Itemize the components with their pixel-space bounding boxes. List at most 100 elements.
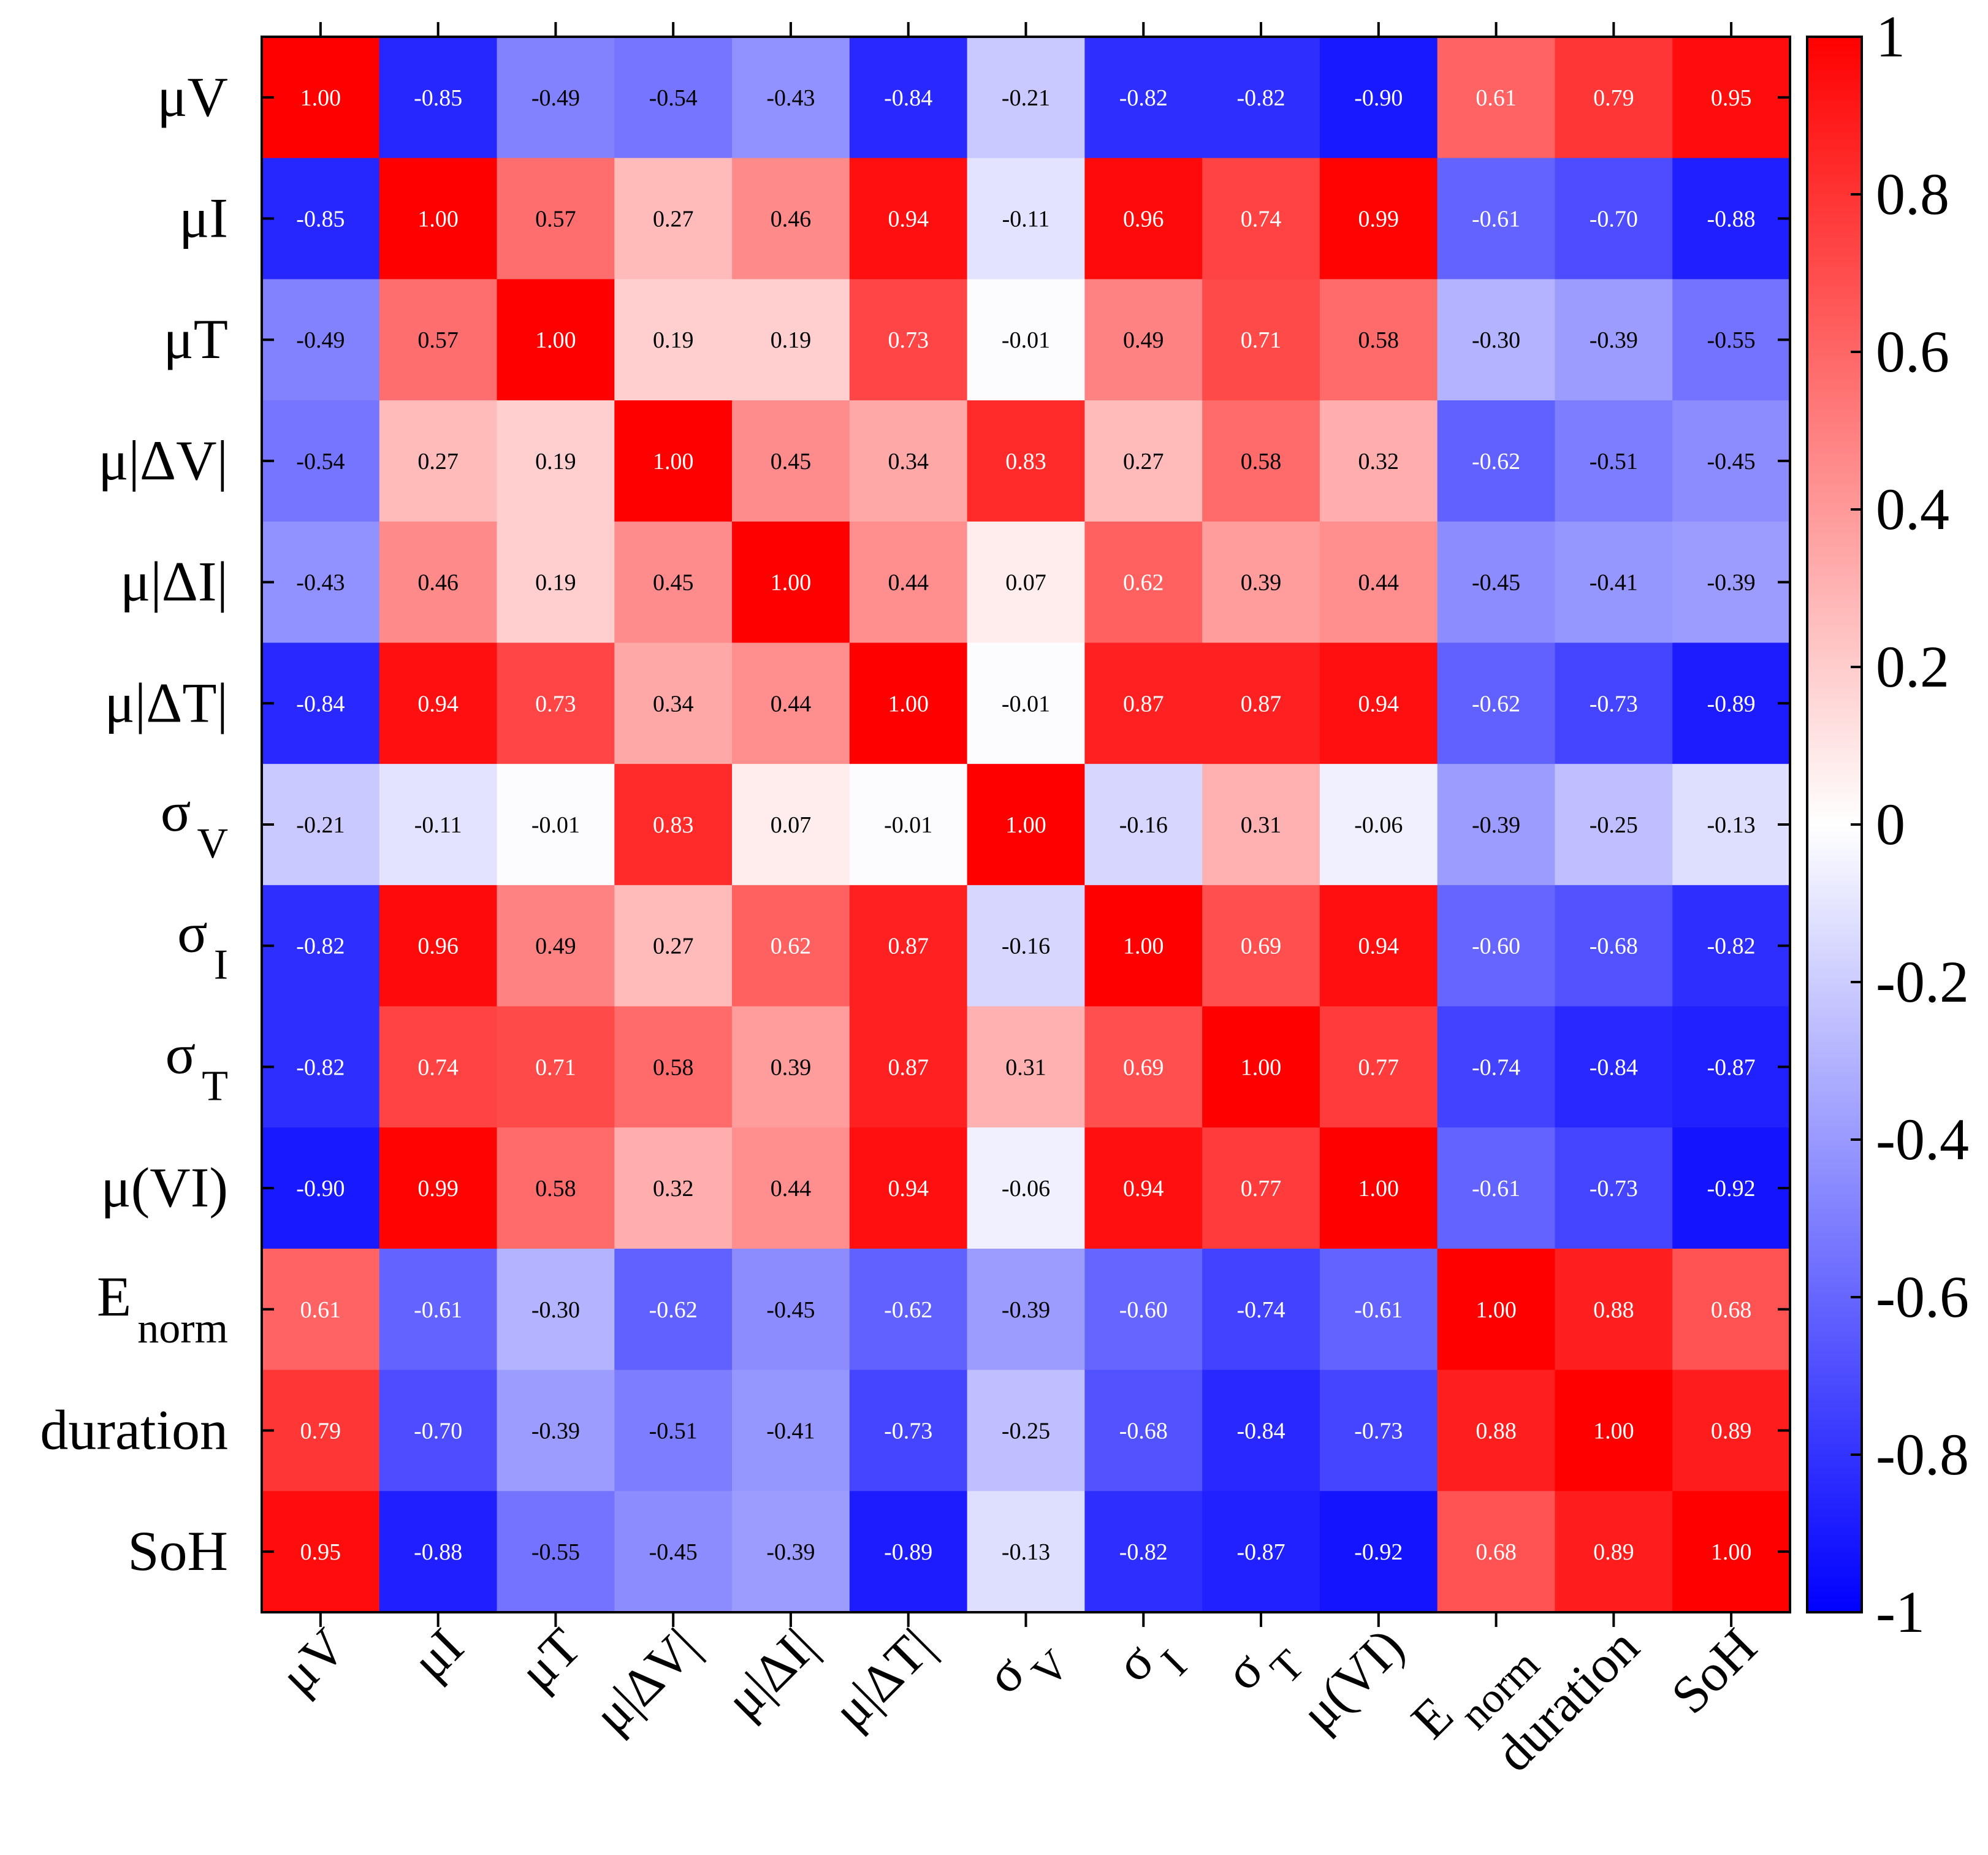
heatmap-cell [1319,1006,1438,1128]
heatmap-cell [732,1006,850,1128]
cell-value-label: 0.62 [771,934,812,959]
colorbar-tick-label: 0.4 [1876,476,1949,542]
row-label: μ|ΔT| [104,671,228,734]
heatmap-cell [1672,642,1791,764]
heatmap-cells [262,37,1791,1613]
cell-value-label: 1.00 [417,207,459,232]
heatmap-cell [967,279,1085,401]
cell-value-label: -0.82 [296,934,345,959]
cell-value-label: 0.19 [535,449,576,474]
heatmap-cell [379,642,498,764]
heatmap-cell [967,642,1085,764]
heatmap-cell [967,400,1085,522]
cell-value-label: -0.51 [1590,449,1638,474]
cell-value-label: -0.11 [414,812,462,838]
heatmap-cell [1672,1369,1791,1491]
cell-value-label: -0.62 [649,1297,698,1323]
cell-value-label: 0.89 [1593,1539,1634,1565]
heatmap-cell [379,279,498,401]
cell-value-label: -0.01 [1002,691,1050,717]
cell-value-label: 0.31 [1241,812,1282,838]
heatmap-cell [732,158,850,280]
heatmap-cell [849,1006,968,1128]
cell-value-label: -0.21 [1002,85,1050,111]
column-label: μI [400,1617,474,1691]
row-label: μV [157,66,228,128]
heatmap-cell [1672,1248,1791,1371]
heatmap-cell [1437,885,1556,1007]
heatmap-cell [262,37,380,159]
cell-value-label: -0.61 [1472,1176,1520,1202]
colorbar-tick-label: 0.2 [1876,634,1949,699]
heatmap-cell [1084,1248,1203,1371]
cell-value-label: -0.45 [649,1539,698,1565]
column-label: σI [1103,1617,1195,1709]
cell-value-label: -0.01 [1002,327,1050,353]
heatmap-axes [261,22,1791,1627]
cell-value-label: -0.73 [1590,691,1638,717]
cell-value-label: 0.44 [771,691,812,717]
heatmap-cell [497,642,615,764]
cell-value-label: 0.94 [1358,691,1400,717]
cell-value-label: 0.61 [300,1297,341,1323]
column-label: μT [508,1617,592,1702]
cell-value-label: -0.06 [1354,812,1403,838]
heatmap-cell [262,279,380,401]
cell-value-label: -0.74 [1236,1297,1285,1323]
cell-value-label: -0.62 [884,1297,932,1323]
cell-value-label: 0.96 [417,934,459,959]
heatmap-cell [379,158,498,280]
heatmap-cell [262,158,380,280]
colorbar-tick-label: 0 [1876,791,1905,857]
cell-value-label: 0.46 [771,207,812,232]
cell-value-label: -0.30 [1472,327,1520,353]
cell-value-label: -0.06 [1002,1176,1050,1202]
cell-value-label: -0.85 [296,207,345,232]
heatmap-cell [849,642,968,764]
cell-value-label: 0.19 [771,327,812,353]
heatmap-cell [732,1248,850,1371]
heatmap-cell [1084,279,1203,401]
cell-value-label: 0.83 [1005,449,1046,474]
cell-value-label: 1.00 [1358,1176,1400,1202]
heatmap-cell [1319,1248,1438,1371]
cell-value-label: 1.00 [771,570,812,596]
heatmap-cell [967,521,1085,644]
cell-value-label: -0.01 [884,812,932,838]
cell-value-label: -0.43 [296,570,345,596]
cell-value-label: 0.87 [888,934,929,959]
cell-value-label: -0.39 [1472,812,1520,838]
colorbar-tick-label: -1 [1876,1579,1925,1645]
row-label: SoH [128,1520,228,1582]
cell-value-label: -0.73 [884,1418,932,1444]
heatmap-cell [497,279,615,401]
heatmap-cell [1084,642,1203,764]
heatmap-cell [497,400,615,522]
cell-value-label: -0.55 [1707,327,1756,353]
cell-value-label: -0.61 [1354,1297,1403,1323]
cell-value-label: -0.84 [1236,1418,1285,1444]
row-label: μI [179,187,228,249]
cell-value-label: -0.39 [766,1539,815,1565]
heatmap-cell [849,279,968,401]
heatmap-cell [1084,764,1203,886]
heatmap-cell [262,1248,380,1371]
heatmap-cell [1672,158,1791,280]
cell-value-label: -0.25 [1590,812,1638,838]
cell-value-label: 1.00 [300,85,341,111]
cell-value-label: 0.27 [653,934,694,959]
heatmap-cell [849,885,968,1007]
cell-value-label: 0.19 [535,570,576,596]
cell-value-label: 0.46 [417,570,459,596]
column-label: σV [974,1617,1078,1721]
heatmap-cell [497,158,615,280]
heatmap-cell [967,1006,1085,1128]
cell-value-label: -0.39 [531,1418,580,1444]
heatmap-cell [497,1369,615,1491]
cell-value-label: -0.54 [649,85,698,111]
cell-value-label: 0.74 [417,1054,459,1080]
cell-value-label: 0.89 [1711,1418,1752,1444]
cell-value-label: -0.82 [1236,85,1285,111]
heatmap-cell [497,37,615,159]
heatmap-cell [1437,1127,1556,1249]
